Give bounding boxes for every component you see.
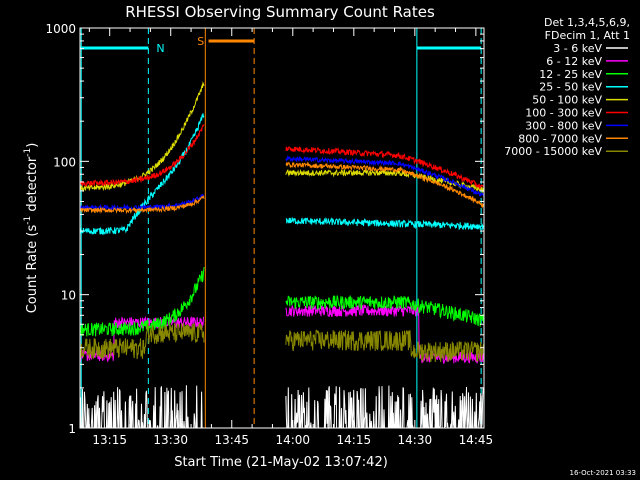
series-line-segment <box>79 322 205 360</box>
y-tick-label: 10 <box>61 289 76 303</box>
x-tick-label: 14:45 <box>459 433 494 447</box>
series-7000-15000-kevkev <box>79 322 485 363</box>
legend-entry-label: 7000 - 15000 keV <box>504 145 602 158</box>
legend-entry-label: 50 - 100 keV <box>532 94 602 107</box>
series-line-segment <box>285 146 484 190</box>
series-800-7000-kevkev <box>79 161 485 215</box>
x-tick-label: 14:30 <box>398 433 433 447</box>
series-line-segment <box>285 217 485 231</box>
x-axis-label: Start Time (21-May-02 13:07:42) <box>174 455 388 470</box>
legend-entry-label: 12 - 25 keV <box>539 68 602 81</box>
series-line-segment <box>285 329 485 363</box>
y-tick-label: 1 <box>68 422 76 436</box>
legend-header-line-1: Det 1,3,4,5,6,9, <box>544 16 630 29</box>
x-tick-label: 14:00 <box>275 433 310 447</box>
series-25-50-kevkev <box>79 113 485 236</box>
series-line-segment <box>285 154 485 197</box>
saa-marker-label: S <box>197 35 204 48</box>
legend-entry-label: 25 - 50 keV <box>539 81 602 94</box>
legend-entry-label: 100 - 300 keV <box>525 107 602 120</box>
chart-title: RHESSI Observing Summary Count Rates <box>125 3 435 21</box>
y-tick-label: 1000 <box>45 22 76 36</box>
legend-entry-label: 300 - 800 keV <box>525 119 602 132</box>
legend: Det 1,3,4,5,6,9, FDecim 1, Att 1 3 - 6 k… <box>504 16 630 158</box>
x-tick-label: 14:15 <box>337 433 372 447</box>
generation-timestamp: 16-Oct-2021 03:33 <box>570 469 636 477</box>
y-axis-label: Count Rate (s-1 detector-1) <box>23 143 40 314</box>
x-tick-label: 13:45 <box>214 433 249 447</box>
axes: 13:15 13:30 13:45 14:00 14:15 14:30 14:45 1 10 10… <box>45 22 493 447</box>
legend-entry-label: 800 - 7000 keV <box>518 132 602 145</box>
series-line-segment <box>79 195 205 215</box>
series-line-segment <box>79 267 205 337</box>
y-tick-label: 100 <box>53 155 76 169</box>
legend-entry-label: 3 - 6 keV <box>553 42 602 55</box>
series-100-300-kevkev <box>79 124 484 190</box>
series-line-segment <box>285 161 485 209</box>
series-line-segment <box>285 295 485 327</box>
x-tick-label: 13:30 <box>153 433 188 447</box>
series-12-25-kevkev <box>79 267 485 337</box>
plot-frame <box>79 27 485 429</box>
legend-header-line-2: FDecim 1, Att 1 <box>545 29 630 42</box>
night-marker-label: N <box>156 42 164 55</box>
series-line-segment <box>79 124 205 188</box>
series-line-segment <box>79 113 205 236</box>
legend-entry-label: 6 - 12 keV <box>546 55 602 68</box>
x-tick-label: 13:15 <box>92 433 127 447</box>
